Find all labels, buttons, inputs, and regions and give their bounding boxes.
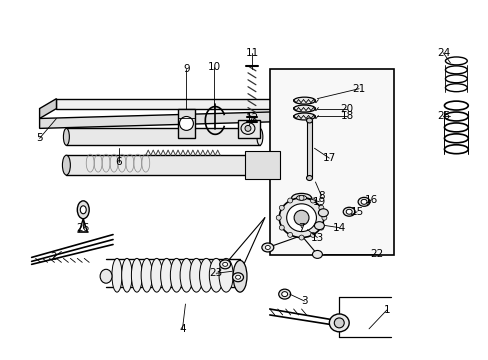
Bar: [66, 129, 259, 145]
Text: 26: 26: [77, 222, 90, 233]
Ellipse shape: [112, 258, 122, 292]
Text: 24: 24: [436, 48, 449, 58]
Ellipse shape: [321, 215, 326, 220]
Polygon shape: [40, 109, 390, 129]
Ellipse shape: [62, 155, 70, 175]
Bar: [238, 121, 259, 138]
Ellipse shape: [278, 289, 290, 299]
Text: 7: 7: [298, 222, 304, 233]
Ellipse shape: [293, 210, 308, 225]
Ellipse shape: [314, 222, 324, 230]
Ellipse shape: [232, 273, 243, 282]
Ellipse shape: [306, 176, 312, 180]
Ellipse shape: [233, 260, 246, 292]
Ellipse shape: [299, 195, 304, 201]
Ellipse shape: [310, 233, 315, 237]
Text: 23: 23: [209, 268, 223, 278]
Ellipse shape: [318, 205, 323, 210]
Ellipse shape: [235, 275, 240, 279]
Ellipse shape: [209, 258, 223, 292]
Ellipse shape: [189, 258, 203, 292]
Ellipse shape: [293, 97, 315, 104]
Ellipse shape: [244, 125, 250, 131]
Ellipse shape: [199, 258, 213, 292]
Ellipse shape: [287, 198, 292, 203]
Text: 8: 8: [317, 191, 324, 201]
Ellipse shape: [293, 113, 315, 120]
Text: 14: 14: [332, 222, 345, 233]
Ellipse shape: [180, 258, 192, 292]
Ellipse shape: [281, 292, 287, 297]
Ellipse shape: [256, 129, 263, 145]
Ellipse shape: [276, 215, 281, 220]
Text: 15: 15: [350, 207, 363, 217]
Text: 5: 5: [36, 133, 43, 143]
Text: 25: 25: [436, 111, 449, 121]
Ellipse shape: [357, 197, 369, 206]
Ellipse shape: [286, 204, 316, 231]
Ellipse shape: [77, 201, 89, 219]
Bar: [306, 121, 312, 178]
Ellipse shape: [310, 198, 315, 203]
Bar: [177, 109, 195, 138]
Ellipse shape: [151, 258, 162, 292]
Text: 21: 21: [352, 84, 365, 94]
Text: 18: 18: [340, 112, 353, 121]
Ellipse shape: [262, 243, 273, 252]
Text: 6: 6: [116, 157, 122, 167]
Text: 13: 13: [310, 233, 324, 243]
Ellipse shape: [296, 195, 306, 201]
Ellipse shape: [318, 209, 327, 217]
Ellipse shape: [141, 258, 152, 292]
Ellipse shape: [179, 117, 193, 130]
Polygon shape: [56, 99, 390, 109]
Bar: [244, 151, 279, 179]
Text: 2: 2: [50, 252, 57, 262]
Text: 9: 9: [183, 64, 189, 74]
Text: 20: 20: [340, 104, 353, 113]
Ellipse shape: [360, 199, 366, 204]
Text: 16: 16: [364, 195, 377, 205]
Ellipse shape: [122, 258, 132, 292]
Ellipse shape: [287, 233, 292, 237]
Text: 19: 19: [312, 197, 325, 207]
Ellipse shape: [219, 260, 230, 269]
Ellipse shape: [160, 258, 172, 292]
Ellipse shape: [343, 207, 354, 216]
Ellipse shape: [306, 118, 312, 123]
Ellipse shape: [279, 205, 284, 210]
Text: 10: 10: [207, 62, 221, 72]
Text: 11: 11: [245, 48, 258, 58]
Ellipse shape: [170, 258, 183, 292]
Ellipse shape: [80, 206, 86, 214]
Ellipse shape: [63, 129, 69, 145]
Ellipse shape: [100, 269, 112, 283]
Ellipse shape: [328, 314, 348, 332]
Ellipse shape: [318, 225, 323, 230]
Ellipse shape: [334, 318, 344, 328]
Ellipse shape: [346, 209, 351, 214]
Ellipse shape: [279, 225, 284, 230]
Ellipse shape: [265, 246, 270, 249]
Polygon shape: [40, 99, 56, 118]
Bar: [66, 155, 264, 175]
Ellipse shape: [312, 251, 322, 258]
Text: 3: 3: [301, 296, 307, 306]
Text: 1: 1: [383, 305, 389, 315]
Bar: [269, 69, 393, 255]
Text: 4: 4: [179, 324, 185, 334]
Ellipse shape: [222, 262, 227, 266]
Ellipse shape: [299, 235, 304, 240]
Text: 12: 12: [245, 113, 258, 123]
Ellipse shape: [291, 193, 311, 202]
Ellipse shape: [131, 258, 142, 292]
Text: 17: 17: [322, 153, 335, 163]
Ellipse shape: [219, 258, 233, 292]
Ellipse shape: [279, 198, 323, 238]
Text: 22: 22: [369, 249, 383, 260]
Ellipse shape: [293, 105, 315, 112]
